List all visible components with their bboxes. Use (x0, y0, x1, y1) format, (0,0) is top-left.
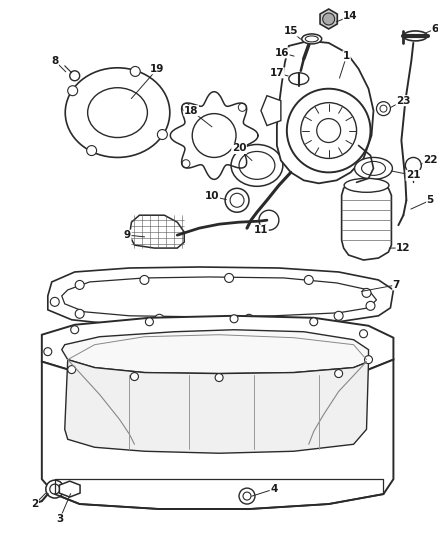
Text: 22: 22 (423, 156, 438, 165)
Polygon shape (62, 330, 368, 374)
Circle shape (155, 314, 164, 324)
Text: 5: 5 (427, 195, 434, 205)
Ellipse shape (65, 68, 170, 157)
Circle shape (75, 309, 84, 318)
Circle shape (50, 297, 59, 306)
Circle shape (244, 314, 254, 324)
Text: 3: 3 (56, 514, 64, 524)
Ellipse shape (289, 73, 309, 85)
Circle shape (238, 160, 246, 168)
Circle shape (287, 88, 371, 172)
Polygon shape (42, 316, 393, 378)
Ellipse shape (88, 88, 148, 138)
Polygon shape (130, 215, 184, 248)
Text: 11: 11 (254, 225, 268, 235)
Circle shape (310, 318, 318, 326)
Text: 7: 7 (393, 280, 400, 290)
Circle shape (364, 356, 372, 364)
Circle shape (157, 130, 167, 140)
Circle shape (259, 210, 279, 230)
Text: 18: 18 (184, 106, 198, 116)
Text: 15: 15 (283, 26, 298, 36)
Ellipse shape (305, 36, 318, 42)
Text: 19: 19 (150, 64, 165, 74)
Polygon shape (261, 96, 281, 126)
Polygon shape (42, 360, 393, 509)
Polygon shape (65, 360, 368, 453)
Circle shape (380, 105, 387, 112)
Circle shape (366, 301, 375, 310)
Polygon shape (48, 267, 393, 326)
Ellipse shape (361, 161, 385, 175)
Circle shape (68, 86, 78, 96)
Circle shape (405, 157, 421, 173)
Text: 20: 20 (232, 143, 246, 154)
Ellipse shape (239, 151, 275, 179)
Circle shape (70, 71, 80, 80)
Circle shape (334, 311, 343, 320)
Circle shape (362, 288, 371, 297)
Polygon shape (62, 277, 377, 317)
Text: 8: 8 (51, 56, 58, 66)
Text: 2: 2 (31, 499, 39, 509)
Circle shape (215, 374, 223, 382)
Circle shape (46, 480, 64, 498)
Text: 14: 14 (343, 11, 358, 21)
Text: 17: 17 (269, 68, 284, 78)
Polygon shape (320, 9, 337, 29)
Ellipse shape (355, 157, 392, 179)
Text: 10: 10 (205, 191, 219, 201)
Text: 21: 21 (406, 171, 420, 180)
Text: 9: 9 (124, 230, 131, 240)
Circle shape (145, 318, 153, 326)
Circle shape (182, 160, 190, 168)
Ellipse shape (231, 144, 283, 187)
Circle shape (130, 67, 140, 76)
Circle shape (68, 366, 76, 374)
Circle shape (301, 103, 357, 158)
Text: 16: 16 (275, 48, 289, 58)
Polygon shape (342, 185, 392, 260)
Circle shape (75, 280, 84, 289)
Circle shape (238, 103, 246, 111)
Circle shape (140, 276, 149, 285)
Polygon shape (60, 481, 80, 497)
Ellipse shape (403, 31, 427, 41)
Circle shape (377, 102, 390, 116)
Circle shape (239, 488, 255, 504)
Text: 1: 1 (343, 51, 350, 61)
Circle shape (317, 119, 341, 142)
Circle shape (230, 193, 244, 207)
Ellipse shape (344, 179, 389, 192)
Circle shape (87, 146, 97, 156)
Circle shape (225, 273, 233, 282)
Circle shape (304, 276, 313, 285)
Polygon shape (277, 41, 374, 183)
Circle shape (335, 369, 343, 377)
Circle shape (243, 492, 251, 500)
Circle shape (230, 315, 238, 323)
Text: 12: 12 (396, 243, 410, 253)
Ellipse shape (302, 34, 321, 44)
Text: 4: 4 (270, 484, 278, 494)
Text: 23: 23 (396, 95, 410, 106)
Circle shape (192, 114, 236, 157)
Circle shape (44, 348, 52, 356)
Circle shape (182, 103, 190, 111)
Circle shape (360, 330, 367, 338)
Text: 6: 6 (431, 24, 438, 34)
Circle shape (50, 484, 60, 494)
Circle shape (225, 188, 249, 212)
Circle shape (323, 13, 335, 25)
Circle shape (131, 373, 138, 381)
Circle shape (71, 326, 79, 334)
